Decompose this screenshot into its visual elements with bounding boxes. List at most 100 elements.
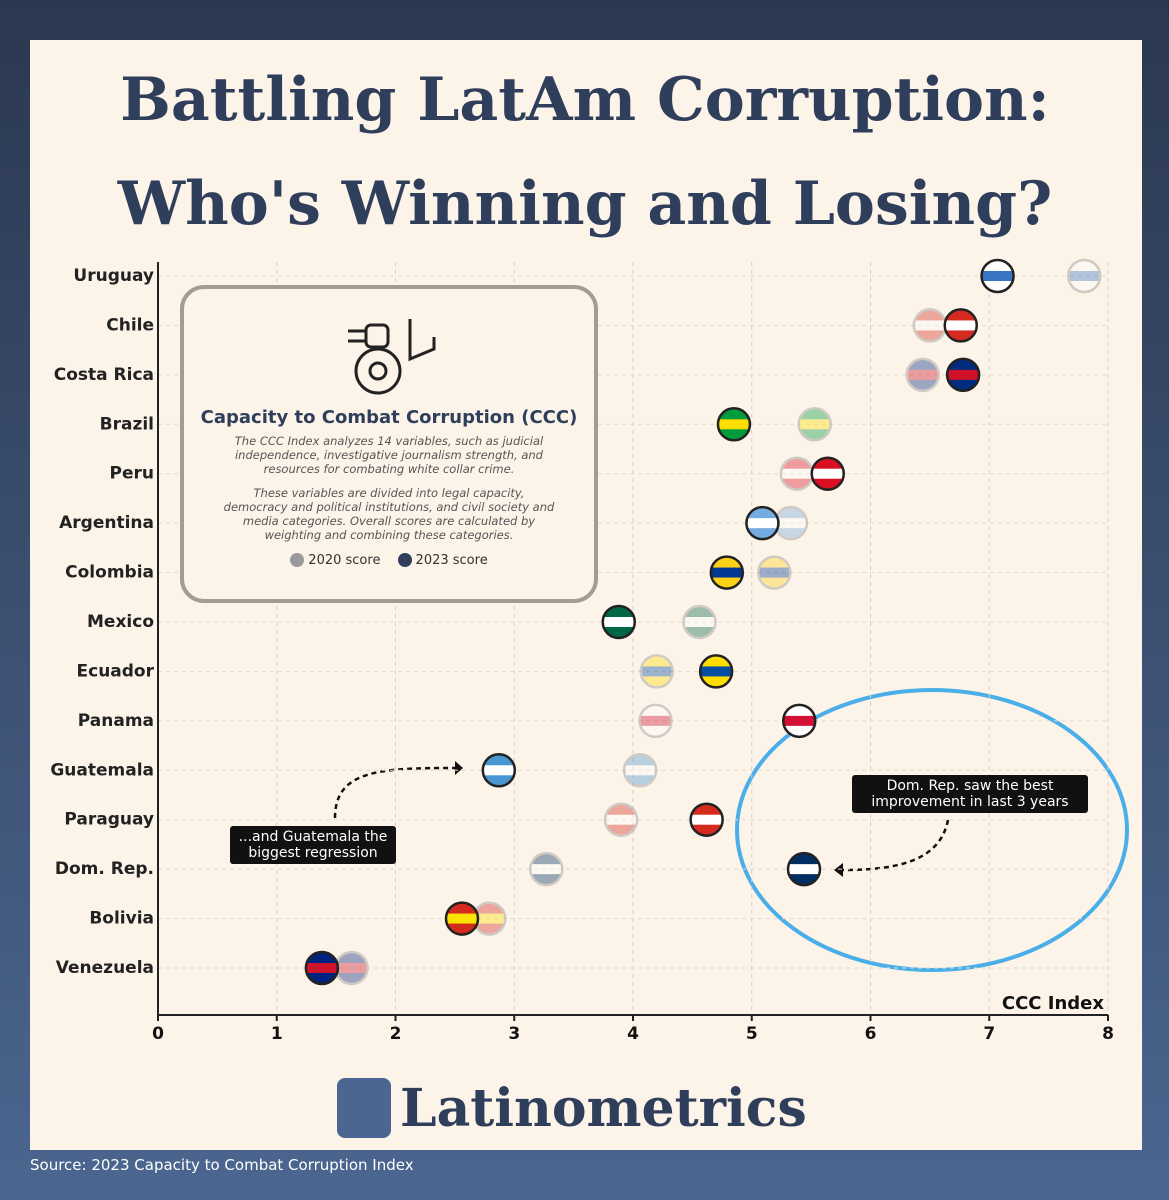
arrow [333,766,456,819]
dot [798,408,831,441]
flag-dot [639,654,674,689]
y-tick-label: Dom. Rep. [55,859,154,879]
flag-band [906,369,939,380]
legend-swatch [397,553,412,567]
annotation: Dom. Rep. saw the best improvement in la… [852,775,1088,813]
flag-dot [481,753,517,788]
highlight-ellipse [735,688,1129,972]
x-axis-label: CCC Index [1002,993,1105,1014]
dot [639,704,672,737]
chart-title: Battling LatAm Corruption: Who's Winning… [117,65,1053,239]
dot-outline [682,604,717,640]
flag-dot [810,456,845,491]
dot [758,556,791,589]
x-tick-label: 5 [746,1024,758,1044]
legend-entry: 2020 score [290,553,380,568]
info-title: Capacity to Combat Corruption (CCC) [200,407,578,428]
x-tick-label: 2 [390,1024,402,1044]
dot-outline [782,703,817,739]
arrow-head [455,761,463,775]
dot [473,902,506,935]
dot-outline [603,802,639,837]
flag-dot [689,802,724,837]
flag-dot [1067,258,1102,294]
x-tick-label: 7 [983,1024,995,1044]
x-tick-label: 3 [508,1024,520,1044]
y-tick-label: Paraguay [64,810,154,830]
flag-band [335,963,368,973]
x-tick-label: 8 [1102,1024,1114,1044]
x-tick-label: 0 [152,1024,164,1044]
flag-band [981,271,1014,281]
flag-band [683,617,716,627]
y-tick-label: Panama [78,711,154,731]
dot-outline [639,654,674,689]
legend-entry: 2023 score [397,552,488,568]
flag-band [305,963,338,973]
flag-dot [782,703,817,739]
dot-outline [638,703,673,739]
source: Source: 2023 Capacity to Combat Corrupti… [30,1156,414,1174]
flag-band [811,468,844,479]
flag-dot [709,555,745,590]
flag-dot [601,604,636,640]
dot [780,457,813,490]
dot-outline [529,851,564,887]
flag-dot [622,753,658,788]
dot-outline [444,901,480,936]
info-text: The CCC Index analyzes 14 variables, suc… [234,434,544,476]
flag-band [690,814,723,825]
flag-dot [682,604,717,640]
dot-outline [945,357,981,393]
flag-dot [779,456,815,491]
dot [605,803,638,836]
flag-dot [745,505,780,541]
annotation: ...and Guatemala the biggest regression [230,826,396,864]
flag-dot [905,357,940,393]
dot-outline [481,753,517,788]
flag-band [473,913,506,924]
y-tick-label: Argentina [59,513,154,533]
flag-band [710,567,743,578]
y-tick-label: Colombia [65,563,154,583]
dot-outline [943,308,978,343]
info-text: These variables are divided into legal c… [223,486,555,542]
y-tick-label: Venezuela [56,958,154,978]
y-tick-label: Uruguay [73,266,154,286]
x-tick-label: 4 [627,1024,639,1044]
flag-dot [773,505,809,541]
dot-outline [698,654,734,689]
dot [335,952,368,984]
flag-band [602,617,635,627]
x-tick-label: 1 [271,1024,283,1044]
flag-band [746,518,779,529]
flag-band [446,913,478,924]
flag-band [913,320,946,331]
dot [683,606,716,638]
flag-band [758,567,791,578]
dot-outline [745,505,780,541]
dot-outline [1067,258,1102,294]
flag-band [640,666,673,677]
dot [913,309,946,342]
flag-band [639,715,672,726]
dot-outline [786,851,822,887]
icon [348,319,436,395]
flag-band [1068,271,1101,281]
dot-outline [810,456,845,491]
flag-dot [797,407,832,442]
dot-outline [709,555,745,590]
flag-dot [334,950,369,986]
flag-dot [980,258,1015,294]
flag-dot [912,308,948,343]
info-box: Capacity to Combat Corruption (CCC) The … [180,285,598,603]
dot [774,507,807,540]
logo [337,1078,391,1138]
dot [1068,260,1101,292]
flag-dot [757,555,792,590]
y-tick-label: Chile [106,315,154,335]
dot-outline [622,753,658,788]
flag-band [944,320,977,331]
flag-dot [304,950,340,986]
legend-label: 2023 score [415,552,488,568]
